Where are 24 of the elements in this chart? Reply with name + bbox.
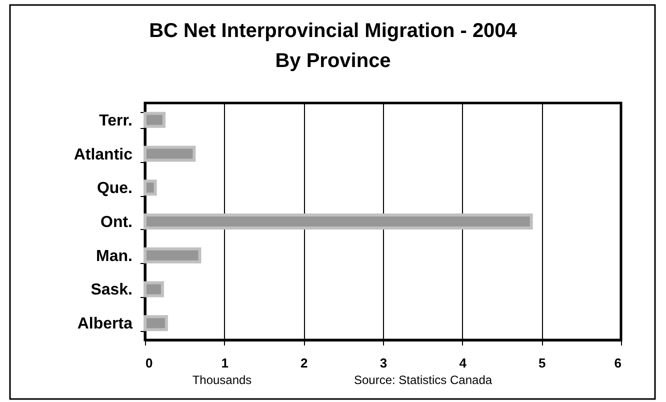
x-tick-label: 3 bbox=[380, 356, 388, 370]
y-tick-label: Ont. bbox=[100, 214, 132, 231]
bar bbox=[144, 146, 196, 162]
x-tick-label: 1 bbox=[221, 356, 228, 370]
y-tick-label: Atlantic bbox=[74, 146, 133, 164]
x-tick-label: 2 bbox=[300, 356, 308, 370]
chart-title: BC Net Interprovincial Migration - 2004 By Province bbox=[149, 20, 518, 72]
y-tick-label: Alberta bbox=[77, 316, 133, 333]
y-tick-label: Man. bbox=[96, 248, 132, 265]
bar bbox=[144, 281, 164, 298]
y-tick-label: Terr. bbox=[99, 112, 132, 130]
y-tick-label: Sask. bbox=[90, 282, 132, 299]
bar bbox=[144, 247, 202, 264]
bar bbox=[144, 180, 157, 196]
x-tick-label: 0 bbox=[146, 356, 153, 370]
y-tick-label: Que. bbox=[96, 180, 132, 198]
bar bbox=[144, 214, 533, 230]
source-note: Source: Statistics Canada bbox=[354, 373, 492, 387]
x-tick-label: 4 bbox=[459, 356, 468, 370]
x-tick-label: 5 bbox=[538, 356, 546, 370]
bar bbox=[144, 112, 166, 128]
text: Thousands bbox=[192, 373, 252, 387]
x-tick-label: 6 bbox=[614, 356, 622, 370]
bar bbox=[144, 315, 168, 332]
